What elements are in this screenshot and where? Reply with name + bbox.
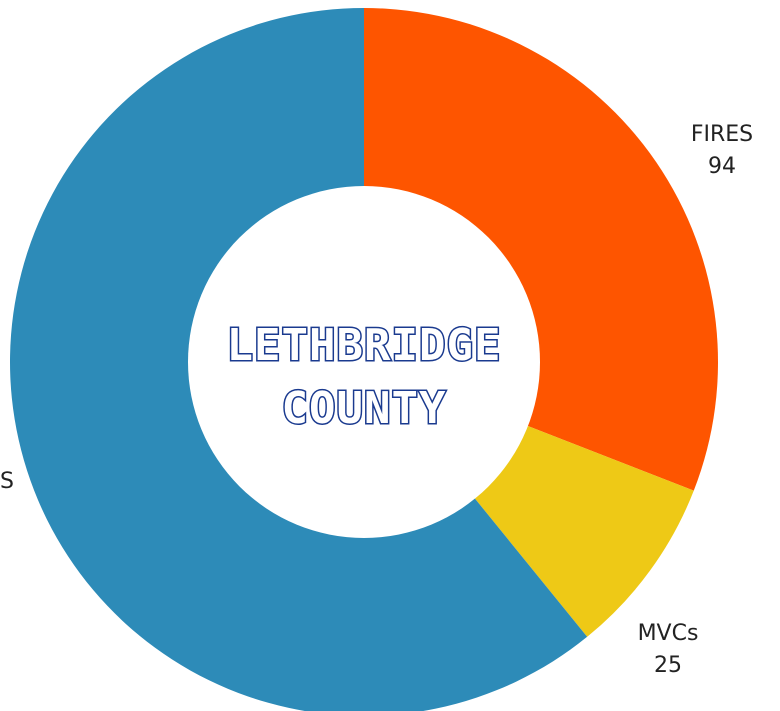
center-title-line-1: LETHBRIDGE [227,320,502,371]
label-mvcs-name: MVCs [638,621,699,646]
label-mvcs-value: 25 [654,653,682,678]
donut-center-hole [188,186,540,538]
center-title-line-2: COUNTY [282,383,447,434]
label-fires-value: 94 [708,154,736,179]
label-third-name: S [0,469,14,494]
label-fires-name: FIRES [691,122,753,147]
